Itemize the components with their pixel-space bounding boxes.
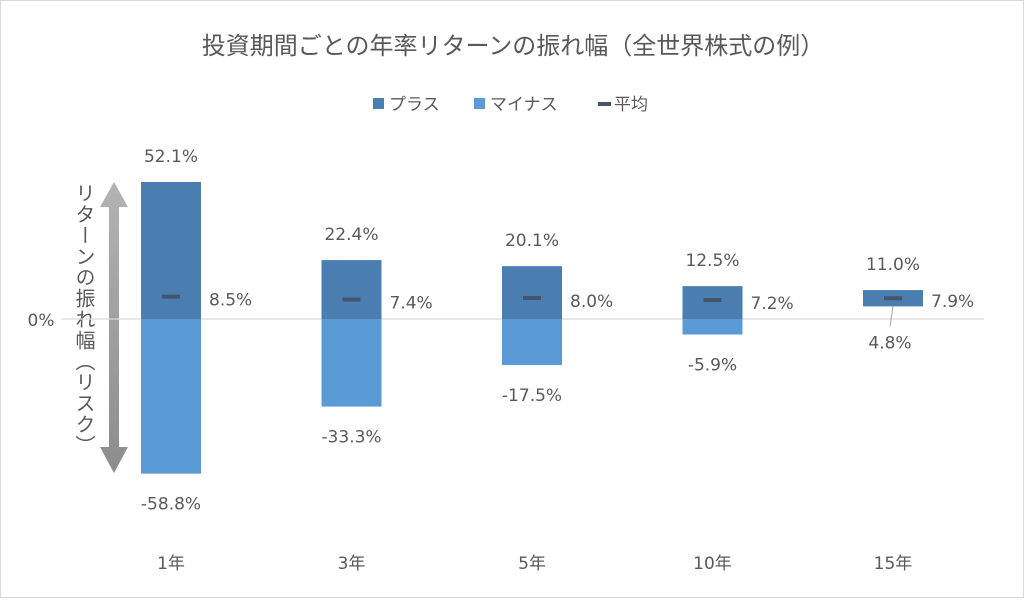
double-arrow-icon bbox=[100, 182, 128, 473]
mean-label-3: 7.2% bbox=[751, 294, 794, 314]
zero-label: 0% bbox=[28, 311, 55, 331]
max-label-3: 12.5% bbox=[685, 251, 739, 271]
min-label-1: -33.3% bbox=[321, 428, 381, 448]
bar-minus-1 bbox=[321, 319, 382, 407]
bar-minus-2 bbox=[502, 319, 562, 366]
category-label-3: 10年 bbox=[693, 554, 732, 574]
legend-swatch-1 bbox=[474, 98, 485, 109]
mean-marker-3 bbox=[703, 298, 722, 303]
min-leader-line-4 bbox=[889, 306, 894, 327]
mean-label-0: 8.5% bbox=[209, 291, 252, 311]
mean-marker-0 bbox=[162, 294, 180, 299]
mean-marker-1 bbox=[342, 297, 361, 302]
mean-label-1: 7.4% bbox=[390, 294, 433, 314]
min-label-3: -5.9% bbox=[688, 356, 737, 376]
max-label-4: 11.0% bbox=[866, 255, 920, 275]
mean-label-2: 8.0% bbox=[570, 292, 613, 312]
bar-plus-1 bbox=[321, 260, 382, 319]
chart-title: 投資期間ごとの年率リターンの振れ幅（全世界株式の例） bbox=[202, 32, 825, 60]
category-label-2: 5年 bbox=[518, 554, 546, 574]
max-label-2: 20.1% bbox=[505, 231, 559, 251]
bar-minus-0 bbox=[141, 319, 201, 474]
bar-plus-2 bbox=[502, 266, 562, 319]
legend: プラス マイナス 平均 bbox=[373, 95, 648, 115]
legend-label-1: マイナス bbox=[490, 95, 558, 115]
legend-label-0: プラス bbox=[389, 95, 440, 115]
category-label-0: 1年 bbox=[157, 554, 185, 574]
legend-label-2: 平均 bbox=[614, 95, 648, 115]
category-label-1: 3年 bbox=[338, 554, 366, 574]
max-label-1: 22.4% bbox=[324, 225, 378, 245]
mean-marker-4 bbox=[884, 296, 902, 301]
min-label-0: -58.8% bbox=[141, 495, 201, 515]
legend-swatch-0 bbox=[373, 98, 384, 109]
min-label-2: -17.5% bbox=[502, 386, 562, 406]
mean-label-4: 7.9% bbox=[931, 292, 974, 312]
max-label-0: 52.1% bbox=[144, 147, 198, 167]
legend-swatch-2 bbox=[598, 102, 611, 106]
bar-minus-3 bbox=[682, 319, 743, 335]
mean-marker-2 bbox=[523, 295, 541, 300]
min-label-4: 4.8% bbox=[868, 333, 911, 353]
chart-marks: 52.1% 8.5% -58.8% 1年 22.4% 7.4% -33.3% 3年 20.1% 8… bbox=[141, 147, 974, 574]
bar-plus-3 bbox=[682, 286, 743, 319]
category-label-4: 15年 bbox=[874, 554, 913, 574]
